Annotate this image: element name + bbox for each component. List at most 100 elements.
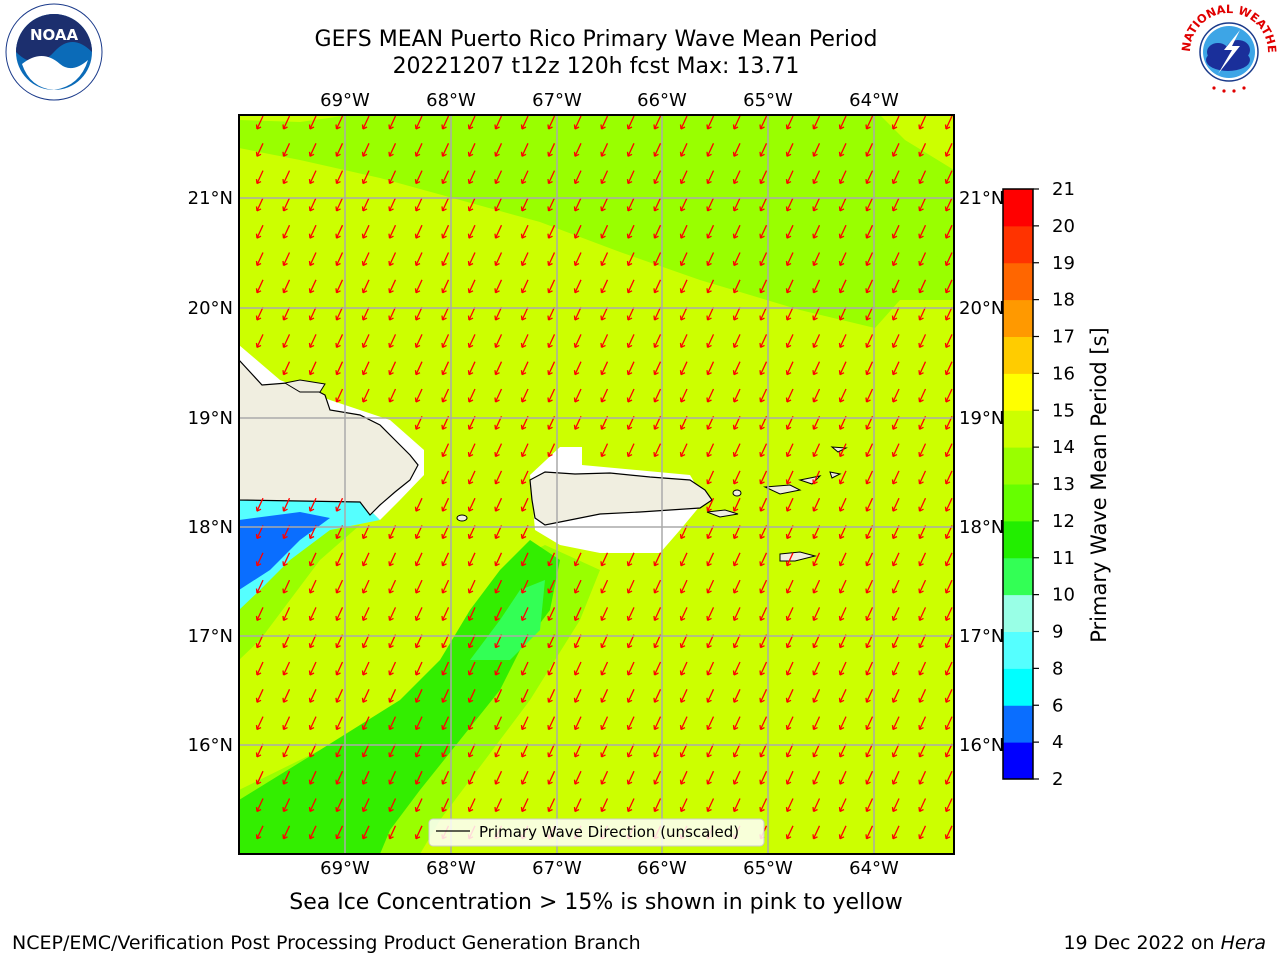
wave-arrow (865, 252, 874, 267)
lon-label-bottom: 66°W (637, 858, 687, 879)
lat-label-right: 17°N (959, 626, 1004, 647)
wave-arrow (626, 279, 635, 294)
wave-arrow (388, 552, 397, 567)
wave-arrow (838, 170, 847, 185)
wave-arrow (547, 798, 556, 813)
wave-arrow (759, 770, 768, 785)
wave-arrow (494, 661, 503, 676)
wave-arrow (812, 388, 821, 403)
wave-arrow (626, 115, 635, 130)
wave-arrow (414, 115, 423, 130)
wave-arrow (706, 443, 715, 458)
wave-arrow (838, 661, 847, 676)
wave-arrow (573, 689, 582, 703)
wave-arrow (891, 552, 900, 567)
wave-arrow (361, 661, 370, 676)
wave-arrow (626, 334, 635, 348)
wave-arrow (520, 470, 529, 485)
wave-arrow (865, 115, 874, 130)
wave-arrow (600, 279, 609, 294)
wave-arrow (494, 252, 503, 267)
wave-arrow (891, 661, 900, 676)
wave-arrow (441, 334, 450, 348)
wave-arrow (520, 306, 529, 321)
wave-arrow (441, 115, 450, 130)
lat-label-left: 16°N (188, 735, 233, 756)
wave-arrow (388, 388, 397, 403)
wave-arrow (944, 825, 953, 840)
wave-arrow (335, 497, 344, 512)
wave-arrow (520, 716, 529, 731)
wave-arrow (494, 197, 503, 212)
footer-date-text: 19 Dec 2022 on (1063, 932, 1221, 954)
wave-arrow (626, 388, 635, 403)
wave-arrow (891, 689, 900, 703)
wave-arrow (679, 224, 688, 239)
wave-arrow (759, 716, 768, 731)
wave-arrow (653, 443, 662, 458)
wave-arrow (918, 252, 927, 267)
wave-arrow (653, 552, 662, 567)
wave-arrow (785, 798, 794, 813)
wave-arrow (812, 224, 821, 239)
wave-arrow (891, 798, 900, 813)
wave-arrow (282, 770, 291, 785)
wave-arrow (944, 661, 953, 676)
wave-arrow (812, 716, 821, 731)
colorbar-tick-label: 12 (1052, 511, 1075, 532)
wave-arrow (467, 716, 476, 731)
wave-arrow (944, 497, 953, 512)
wave-arrow (944, 579, 953, 594)
wave-arrow (626, 197, 635, 212)
wave-arrow (812, 197, 821, 212)
wave-arrow (467, 306, 476, 321)
wave-arrow (679, 361, 688, 376)
wave-arrow (308, 689, 317, 703)
wave-arrow (573, 143, 582, 157)
wave-arrow (547, 279, 556, 294)
wave-arrow (255, 689, 264, 703)
wave-arrow (600, 661, 609, 676)
wave-arrow (891, 252, 900, 267)
colorbar-level-cell (1003, 410, 1033, 448)
wave-arrow (573, 552, 582, 567)
wave-arrow (838, 279, 847, 294)
wave-arrow (891, 497, 900, 512)
wave-arrow (282, 279, 291, 294)
wave-arrow (759, 143, 768, 157)
colorbar-tick-label: 15 (1052, 400, 1075, 421)
wave-arrow (467, 689, 476, 703)
wave-arrow (759, 306, 768, 321)
wave-arrow (706, 470, 715, 485)
lon-label-top: 68°W (426, 90, 476, 111)
wave-arrow (759, 607, 768, 621)
wave-arrow (308, 115, 317, 130)
wave-arrow (361, 306, 370, 321)
wave-arrow (414, 334, 423, 348)
wave-arrow (944, 388, 953, 403)
wave-arrow (706, 661, 715, 676)
wave-arrow (812, 497, 821, 512)
wave-arrow (414, 661, 423, 676)
wave-arrow (255, 306, 264, 321)
wave-arrow (520, 634, 529, 649)
wave-arrow (653, 388, 662, 403)
vieques-island (706, 509, 739, 518)
lon-label-top: 69°W (320, 90, 370, 111)
wave-arrow (335, 252, 344, 267)
wave-arrow (891, 607, 900, 621)
wave-arrow (706, 798, 715, 813)
virgin-island-virgin-gorda (829, 471, 842, 479)
wave-arrow (785, 361, 794, 376)
wave-arrow (414, 252, 423, 267)
wave-arrow (865, 743, 874, 758)
wave-arrow (785, 579, 794, 594)
wave-arrow (308, 279, 317, 294)
wave-arrow (626, 798, 635, 813)
wave-arrow (494, 552, 503, 567)
wave-arrow (732, 470, 741, 485)
wave-arrow (679, 334, 688, 348)
wave-arrow (600, 552, 609, 567)
wave-arrow (282, 224, 291, 239)
wave-arrow (653, 798, 662, 813)
